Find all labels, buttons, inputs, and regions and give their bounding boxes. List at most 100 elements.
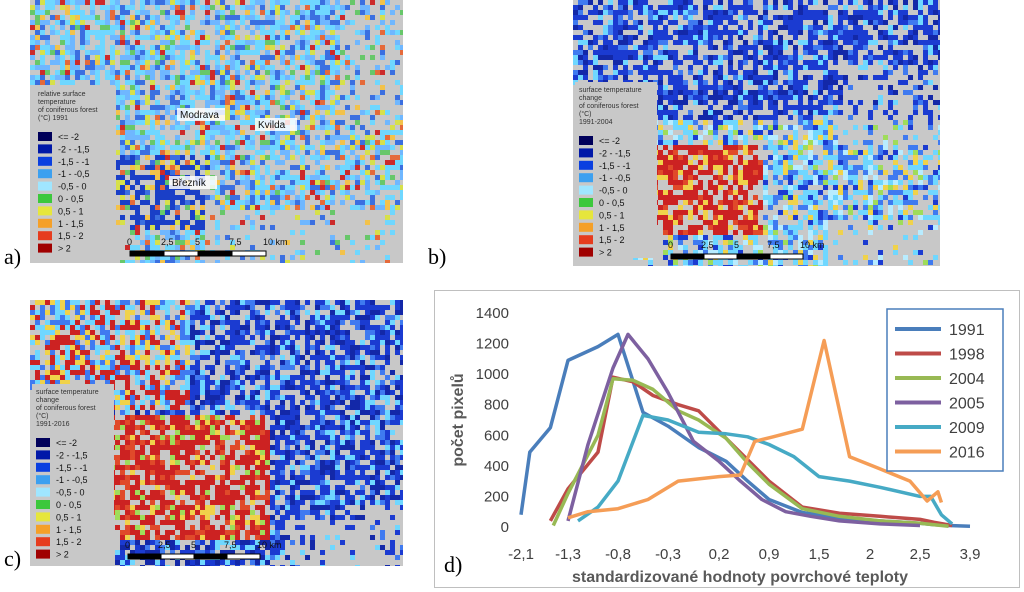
x-tick-label: 3,9 <box>960 546 981 563</box>
x-tick-label: -0,3 <box>655 546 681 563</box>
legend-swatch <box>38 156 52 166</box>
legend-label: > 2 <box>599 248 612 258</box>
panel-label-a: a) <box>4 244 22 269</box>
legend-swatch <box>579 210 593 220</box>
legend-label: 1 - 1,5 <box>599 223 625 233</box>
legend-swatch <box>36 475 50 485</box>
legend-label: -0,5 - 0 <box>56 488 85 498</box>
legend-swatch <box>579 160 593 170</box>
x-tick-label: 2,5 <box>910 546 931 563</box>
series-line-2016 <box>567 338 944 520</box>
x-axis-title: standardizované hodnoty povrchové teplot… <box>572 569 908 586</box>
series-line-2004 <box>551 376 949 528</box>
x-tick-label: 0,9 <box>759 546 780 563</box>
legend-title-line: temperature <box>38 99 76 106</box>
legend-label: > 2 <box>58 244 71 254</box>
x-tick-label: 0,2 <box>709 546 730 563</box>
legend-title-line: of coniferous forest <box>579 103 639 110</box>
legend-swatch <box>38 194 52 203</box>
legend-title-line: 1991-2016 <box>36 421 70 428</box>
legend-swatch <box>579 198 593 207</box>
y-tick-label: 200 <box>484 488 509 505</box>
legend-swatch <box>36 438 50 447</box>
legend-swatch <box>36 500 50 509</box>
y-tick-label: 0 <box>501 519 509 536</box>
legend-label: 1 - 1,5 <box>56 525 82 535</box>
legend-swatch <box>38 169 52 179</box>
legend-label: 0 - 0,5 <box>599 198 625 208</box>
legend-label: -1 - -0,5 <box>58 169 90 179</box>
legend-title-line: change <box>36 397 59 404</box>
legend-label: -1,5 - -1 <box>58 157 90 167</box>
legend-label: -2 - -1,5 <box>599 148 631 158</box>
chart-legend <box>886 308 1004 472</box>
line-chart: 0 200 400 600 800 1000 1200 1400 -2,1 -1,3 -0,8 -0,… <box>450 305 1004 586</box>
y-axis-title: počet pixelů <box>450 373 467 466</box>
legend-entry: 2016 <box>949 445 985 462</box>
legend-label: -1 - -0,5 <box>56 475 88 485</box>
legend-swatch <box>38 206 52 216</box>
legend-label: 1,5 - 2 <box>599 235 625 245</box>
scale-label: 5 <box>734 240 739 250</box>
legend-label: -2 - -1,5 <box>58 144 90 154</box>
legend-label: 0,5 - 1 <box>599 210 625 220</box>
scale-label: 2,5 <box>701 240 714 250</box>
x-tick-label: -2,1 <box>508 546 534 563</box>
scale-label: 10 km <box>800 240 825 250</box>
legend-swatch <box>36 462 50 472</box>
scale-label: 0 <box>125 540 130 550</box>
scale-label: 7,5 <box>224 540 237 550</box>
legend-label: -1,5 - -1 <box>56 463 88 473</box>
legend-title-line: relative surface <box>38 91 86 98</box>
legend-swatch <box>579 247 593 257</box>
map-panel-c: surface temperature change of coniferous f… <box>30 300 403 566</box>
legend-label: <= -2 <box>599 136 620 146</box>
legend-title-line: surface temperature <box>579 87 642 94</box>
legend-swatch <box>38 144 52 154</box>
y-tick-label: 600 <box>484 427 509 444</box>
legend-title-line: (°C) <box>36 412 49 420</box>
legend-label: 1,5 - 2 <box>58 231 84 241</box>
y-tick-label: 1000 <box>476 366 509 383</box>
legend-entry: 2009 <box>949 420 985 437</box>
scale-label: 0 <box>127 237 132 247</box>
legend-title-line: of coniferous forest <box>38 107 98 114</box>
legend-swatch <box>36 450 50 460</box>
legend-title-line: 1991-2004 <box>579 119 613 126</box>
legend-title-line: change <box>579 95 602 102</box>
legend-swatch <box>36 512 50 522</box>
legend-swatch <box>36 487 50 497</box>
scale-label: 10 km <box>257 540 282 550</box>
legend-swatch <box>579 185 593 195</box>
legend-label: -0,5 - 0 <box>599 186 628 196</box>
legend-swatch <box>38 231 52 241</box>
legend-label: 1 - 1,5 <box>58 219 84 229</box>
legend-swatch <box>579 235 593 245</box>
scale-label: 2,5 <box>161 237 174 247</box>
legend-label: <= -2 <box>58 132 79 142</box>
scale-bar: 0 2,5 5 7,5 10 km <box>127 237 288 257</box>
legend-label: > 2 <box>56 550 69 560</box>
legend-entry: 2005 <box>949 396 985 413</box>
panel-label-b: b) <box>428 244 447 269</box>
x-tick-label: 1,5 <box>809 546 830 563</box>
legend-swatch <box>36 537 50 547</box>
legend-label: 0,5 - 1 <box>58 206 84 216</box>
legend-title-line: (°C) 1991 <box>38 114 68 122</box>
legend-swatch <box>38 132 52 141</box>
legend-swatch <box>36 549 50 559</box>
legend-title-line: surface temperature <box>36 389 99 396</box>
legend-swatch <box>36 524 50 534</box>
place-label: Březník <box>172 178 207 189</box>
y-tick-label: 400 <box>484 458 509 475</box>
legend-label: -0,5 - 0 <box>58 182 87 192</box>
scale-bar: 0 2,5 5 7,5 10 km <box>125 540 282 560</box>
legend-entry: 1998 <box>949 347 985 364</box>
legend-swatch <box>38 181 52 191</box>
legend-title-line: (°C) <box>579 110 592 118</box>
map-panel-a: relative surface temperature of coniferous… <box>30 0 403 263</box>
